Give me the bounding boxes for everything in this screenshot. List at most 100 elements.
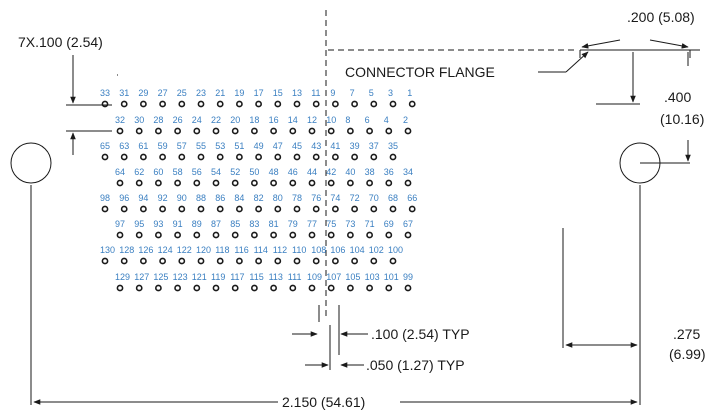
pin-121	[193, 284, 201, 292]
pin-number-4: 4	[384, 115, 389, 125]
pin-34	[404, 179, 412, 187]
pin-76	[312, 205, 320, 213]
row-pitch-label: 7X.100 (2.54)	[18, 34, 103, 50]
pin-number-44: 44	[307, 167, 317, 177]
pin-number-89: 89	[192, 219, 202, 229]
pin-11	[312, 100, 320, 108]
flange-offset-arrow-right	[649, 39, 689, 49]
pin-16	[270, 127, 277, 135]
pin-21	[216, 100, 224, 108]
pin-40	[346, 179, 354, 187]
pin-number-58: 58	[173, 167, 183, 177]
pin-number-98: 98	[100, 193, 110, 203]
pin-number-30: 30	[134, 115, 144, 125]
pin-15	[274, 100, 282, 108]
pin-number-68: 68	[388, 193, 398, 203]
pin-84	[235, 205, 243, 213]
flange-height-in: .400	[664, 89, 691, 105]
pin-79	[289, 231, 297, 239]
pin-52	[231, 179, 239, 187]
pin-number-77: 77	[307, 219, 317, 229]
pin-number-24: 24	[192, 115, 202, 125]
pin-number-126: 126	[138, 245, 153, 255]
pin-number-74: 74	[330, 193, 340, 203]
pin-74	[331, 205, 339, 213]
pin-13	[293, 100, 301, 108]
pin-117	[231, 284, 239, 292]
pin-102	[370, 257, 378, 265]
pin-60	[154, 179, 162, 187]
pin-number-119: 119	[211, 272, 225, 282]
pin-number-72: 72	[350, 193, 360, 203]
pin-83	[250, 231, 258, 239]
pin-number-9: 9	[330, 88, 335, 98]
pin-124	[159, 257, 166, 265]
pin-number-63: 63	[119, 141, 129, 151]
pin-number-112: 112	[273, 245, 287, 255]
pin-126	[139, 257, 147, 265]
pin-number-67: 67	[403, 219, 413, 229]
pin-68	[389, 205, 397, 213]
pin-number-7: 7	[350, 88, 355, 98]
pin-number-118: 118	[215, 245, 229, 255]
pin-129	[116, 284, 124, 292]
pin-number-129: 129	[115, 272, 130, 282]
pin-number-128: 128	[119, 245, 134, 255]
pin-130	[101, 257, 109, 265]
pin-71	[366, 231, 373, 239]
pin-107	[327, 284, 335, 292]
pin-number-55: 55	[196, 141, 206, 151]
pin-number-47: 47	[273, 141, 283, 151]
pin-3	[389, 100, 397, 108]
pin-number-93: 93	[153, 219, 163, 229]
pin-number-12: 12	[307, 115, 317, 125]
pin-number-86: 86	[215, 193, 225, 203]
pin-33	[101, 100, 109, 108]
pin-127	[135, 284, 143, 292]
pin-24	[193, 127, 201, 135]
pin-number-33: 33	[100, 88, 110, 98]
hole-offset-mm: (6.99)	[669, 346, 706, 362]
connector-flange-label: CONNECTOR FLANGE	[345, 64, 495, 80]
pin-67	[404, 231, 412, 239]
pin-number-52: 52	[230, 167, 240, 177]
stagger-label: .050 (1.27) TYP	[366, 357, 465, 373]
pin-54	[212, 179, 220, 187]
pin-26	[174, 127, 181, 135]
pin-number-3: 3	[388, 88, 393, 98]
pin-number-26: 26	[173, 115, 183, 125]
pin-57	[178, 153, 186, 161]
flange-height-mm: (10.16)	[660, 111, 704, 127]
pin-75	[327, 231, 335, 239]
pin-77	[308, 231, 316, 239]
pin-122	[178, 257, 186, 265]
pin-46	[289, 179, 297, 187]
pin-number-32: 32	[115, 115, 125, 125]
pin-69	[385, 231, 393, 239]
pin-number-18: 18	[249, 115, 259, 125]
pin-number-125: 125	[153, 272, 168, 282]
pin-number-11: 11	[311, 88, 320, 98]
pin-80	[274, 205, 282, 213]
pin-number-88: 88	[196, 193, 206, 203]
pin-35	[389, 153, 397, 161]
pin-number-121: 121	[192, 272, 207, 282]
pin-number-120: 120	[196, 245, 211, 255]
pin-number-109: 109	[307, 272, 322, 282]
pin-number-84: 84	[234, 193, 244, 203]
pin-37	[370, 153, 378, 161]
pin-97	[116, 231, 124, 239]
pin-17	[255, 100, 262, 108]
pin-65	[101, 153, 109, 161]
pin-73	[346, 231, 354, 239]
pin-number-34: 34	[403, 167, 413, 177]
pin-number-45: 45	[292, 141, 302, 151]
pin-41	[331, 153, 339, 161]
pin-105	[346, 284, 354, 292]
pin-number-122: 122	[177, 245, 192, 255]
pin-number-102: 102	[369, 245, 384, 255]
pin-89	[193, 231, 201, 239]
pin-number-65: 65	[100, 141, 110, 151]
pin-43	[312, 153, 320, 161]
pin-number-124: 124	[158, 245, 173, 255]
